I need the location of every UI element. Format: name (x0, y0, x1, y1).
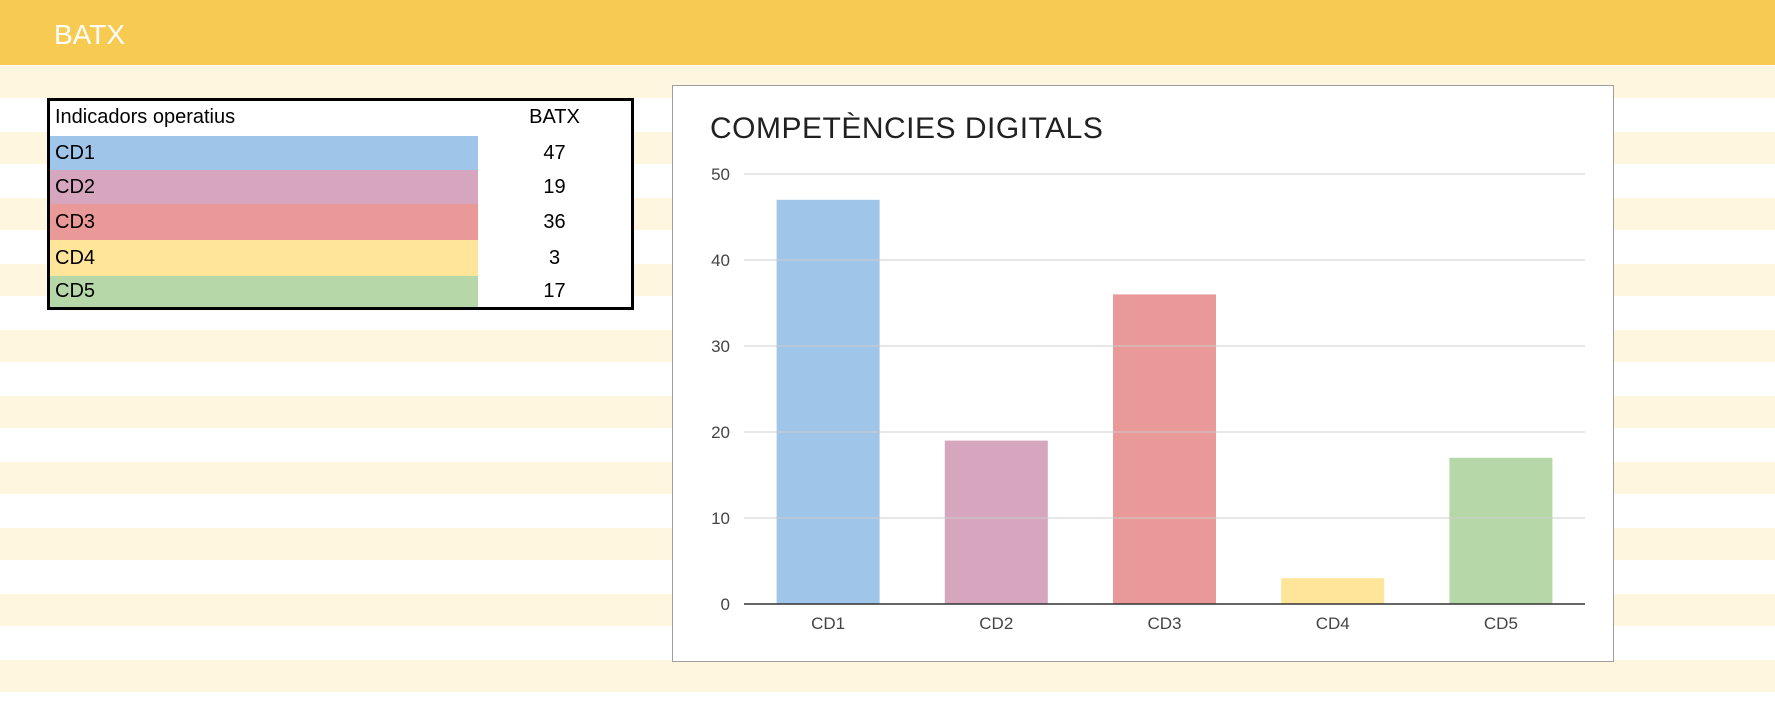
x-tick-label: CD1 (811, 614, 845, 633)
bar-cd2[interactable] (944, 440, 1048, 604)
y-tick-label: 40 (711, 251, 730, 270)
bar-cd4[interactable] (1281, 578, 1385, 604)
table-row-label: CD2 (50, 170, 478, 204)
y-tick-label: 10 (711, 509, 730, 528)
bar-cd1[interactable] (776, 199, 880, 605)
table-row-value: 19 (543, 175, 566, 198)
x-tick-label: CD4 (1316, 614, 1350, 633)
table-row-label: CD1 (50, 136, 478, 170)
table-header-label: Indicadors operatius (55, 106, 236, 128)
x-tick-label: CD3 (1147, 614, 1181, 633)
table-header-value: BATX (529, 106, 580, 128)
table-header-row: Indicadors operatius BATX (50, 101, 631, 134)
table-row-label: CD4 (50, 240, 478, 276)
table-row: CD5 17 (50, 276, 631, 307)
table-row-value: 17 (543, 280, 566, 302)
page-title: BATX (54, 19, 126, 50)
bar-cd5[interactable] (1449, 457, 1553, 604)
table-row-value: 47 (543, 141, 566, 164)
table-row: CD2 19 (50, 170, 631, 204)
x-tick-label: CD5 (1484, 614, 1518, 633)
table-row: CD4 3 (50, 240, 631, 276)
y-tick-label: 30 (711, 337, 730, 356)
table-row: CD3 36 (50, 204, 631, 240)
chart-panel: COMPETÈNCIES DIGITALS 0 10 20 30 40 50 CD1 CD2 C… (672, 85, 1614, 662)
indicators-table: Indicadors operatius BATX CD1 47 CD2 19 … (47, 98, 634, 310)
table-row-label: CD5 (50, 276, 478, 307)
table-row-value: 36 (543, 210, 566, 233)
x-tick-label: CD2 (979, 614, 1013, 633)
chart-title: COMPETÈNCIES DIGITALS (710, 112, 1104, 145)
table-row: CD1 47 (50, 136, 631, 170)
bar-chart: 0 10 20 30 40 50 CD1 CD2 CD3 CD4 CD5 (711, 165, 1585, 633)
table-row-label: CD3 (50, 204, 478, 240)
table-row-value: 3 (548, 246, 561, 269)
y-tick-label: 50 (711, 165, 730, 184)
y-tick-label: 20 (711, 423, 730, 442)
bar-cd3[interactable] (1113, 294, 1216, 604)
y-tick-label: 0 (721, 595, 730, 614)
header-bar: BATX (0, 0, 1775, 65)
